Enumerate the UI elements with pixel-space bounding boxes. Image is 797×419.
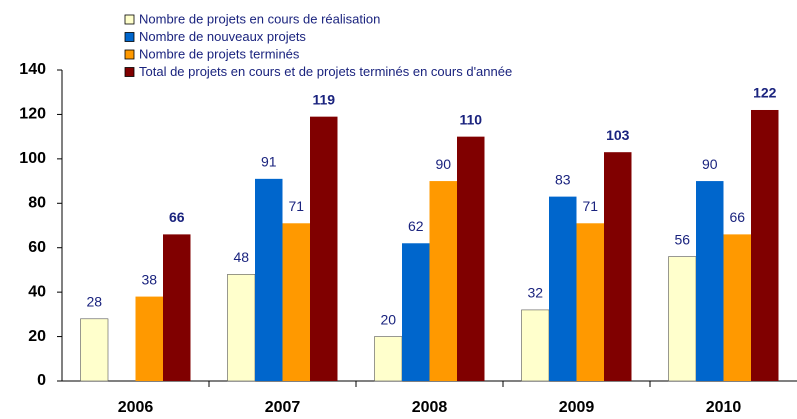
bar [668, 256, 697, 382]
value-label: 103 [606, 127, 630, 143]
x-tick-label: 2007 [265, 399, 301, 416]
bar [310, 116, 338, 382]
value-label: 90 [702, 156, 718, 172]
bar [576, 223, 604, 381]
bar [604, 152, 632, 381]
value-label: 119 [312, 91, 335, 107]
x-tick-label: 2006 [118, 399, 154, 416]
x-tick-label: 2009 [559, 399, 595, 416]
bar [723, 234, 751, 381]
bar [751, 109, 779, 381]
bar [80, 318, 109, 382]
value-label: 90 [435, 156, 451, 172]
legend-swatch [124, 14, 135, 25]
y-tick-label: 20 [28, 328, 46, 345]
value-label: 20 [380, 311, 396, 327]
value-label: 28 [86, 294, 102, 310]
value-label: 32 [527, 285, 543, 301]
value-label: 71 [582, 198, 598, 214]
bar [163, 234, 191, 381]
bar [374, 336, 403, 382]
bar [521, 309, 550, 382]
bar [429, 181, 457, 381]
value-label: 62 [408, 218, 424, 234]
bar [549, 196, 577, 381]
y-tick-label: 120 [19, 106, 46, 123]
bar [457, 136, 485, 381]
y-tick-label: 100 [19, 150, 46, 167]
x-tick-label: 2010 [706, 399, 742, 416]
bar [402, 243, 430, 381]
value-label: 56 [674, 231, 690, 247]
legend-swatch [124, 49, 135, 60]
legend-label: Nombre de nouveaux projets [139, 29, 306, 44]
value-label: 110 [459, 111, 482, 127]
bar [696, 181, 724, 381]
legend-label: Nombre de projets en cours de réalisatio… [139, 11, 380, 26]
value-label: 71 [288, 198, 304, 214]
bar [282, 223, 310, 381]
y-tick-label: 0 [37, 372, 46, 389]
legend-label: Nombre de projets terminés [139, 46, 300, 61]
value-label: 91 [261, 154, 277, 170]
legend-swatch [124, 32, 135, 42]
legend-label: Total de projets en cours et de projets … [139, 64, 512, 79]
y-tick-label: 140 [19, 61, 46, 78]
value-label: 38 [141, 271, 157, 287]
y-tick-label: 80 [28, 195, 46, 212]
bar [255, 178, 283, 381]
value-label: 122 [753, 85, 777, 101]
y-tick-label: 60 [28, 239, 46, 256]
value-label: 83 [555, 171, 571, 187]
bar [135, 296, 163, 381]
value-label: 66 [169, 209, 185, 225]
x-tick-label: 2008 [412, 399, 448, 416]
bar [227, 274, 256, 382]
y-tick-label: 40 [28, 283, 46, 300]
value-label: 66 [729, 209, 745, 225]
legend-swatch [124, 67, 135, 77]
value-label: 48 [233, 249, 249, 265]
